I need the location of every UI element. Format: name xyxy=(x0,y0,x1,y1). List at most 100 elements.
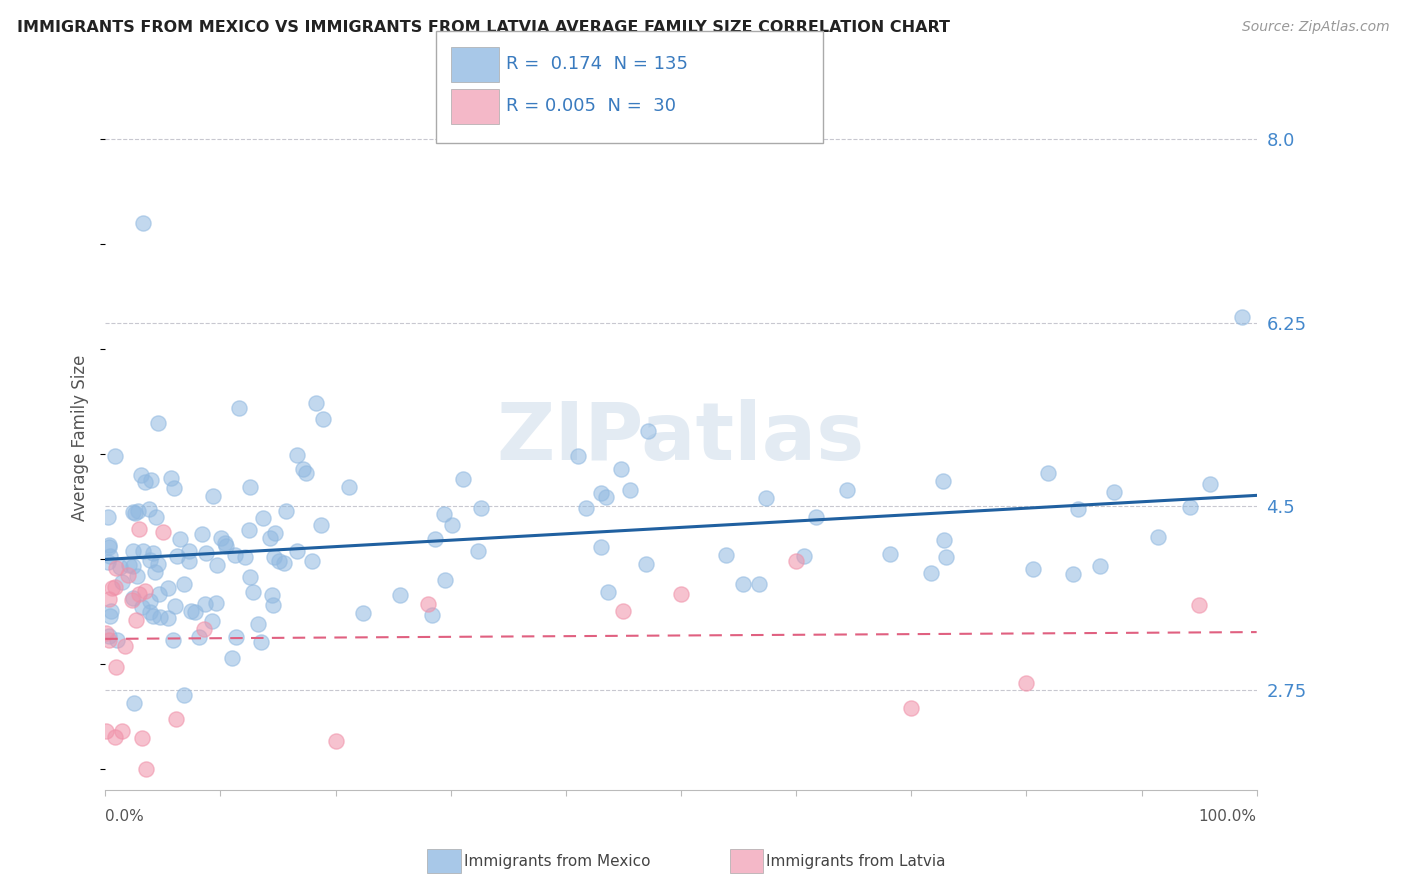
Point xyxy=(1102,484,1125,499)
Point xyxy=(837,483,859,498)
Point xyxy=(124,696,146,710)
Point xyxy=(97,538,120,552)
Point xyxy=(149,610,172,624)
Point xyxy=(128,587,150,601)
Point xyxy=(470,500,492,515)
Point xyxy=(935,549,957,564)
Point xyxy=(932,475,955,489)
Point xyxy=(785,554,807,568)
Point xyxy=(589,485,612,500)
Point xyxy=(122,505,145,519)
Point xyxy=(97,555,120,569)
Point xyxy=(111,575,134,590)
Point xyxy=(291,461,314,475)
Point xyxy=(636,558,658,572)
Point xyxy=(263,550,285,565)
Point xyxy=(143,566,166,580)
Point xyxy=(793,549,815,563)
Point xyxy=(1230,310,1253,325)
Text: Immigrants from Mexico: Immigrants from Mexico xyxy=(464,855,651,869)
Point xyxy=(209,531,232,545)
Point xyxy=(124,613,146,627)
Point xyxy=(124,507,146,521)
Point xyxy=(575,500,598,515)
Point xyxy=(224,548,246,562)
Point xyxy=(191,527,214,541)
Point xyxy=(148,587,170,601)
Point xyxy=(233,550,256,565)
Point xyxy=(441,518,464,533)
Point xyxy=(139,553,162,567)
Point xyxy=(166,549,188,564)
Point xyxy=(122,558,145,573)
Point xyxy=(879,547,901,561)
Point xyxy=(239,480,262,494)
Point xyxy=(160,470,183,484)
Point xyxy=(98,591,121,606)
Point xyxy=(934,533,956,548)
Point xyxy=(97,633,120,648)
Point xyxy=(221,651,243,665)
Point xyxy=(128,522,150,536)
Point xyxy=(285,449,308,463)
Point xyxy=(139,594,162,608)
Point xyxy=(104,660,127,674)
Point xyxy=(162,632,184,647)
Point xyxy=(1062,567,1084,582)
Point xyxy=(1036,466,1059,480)
Point xyxy=(301,554,323,568)
Point xyxy=(122,543,145,558)
Text: IMMIGRANTS FROM MEXICO VS IMMIGRANTS FROM LATVIA AVERAGE FAMILY SIZE CORRELATION: IMMIGRANTS FROM MEXICO VS IMMIGRANTS FRO… xyxy=(17,20,950,35)
Point xyxy=(252,511,274,525)
Text: 0.0%: 0.0% xyxy=(105,809,143,824)
Point xyxy=(352,606,374,620)
Point xyxy=(117,558,139,572)
Text: Immigrants from Latvia: Immigrants from Latvia xyxy=(766,855,946,869)
Point xyxy=(246,616,269,631)
Point xyxy=(262,599,284,613)
Point xyxy=(135,762,157,776)
Point xyxy=(121,592,143,607)
Point xyxy=(131,468,153,483)
Point xyxy=(610,462,633,476)
Point xyxy=(97,541,120,555)
Point xyxy=(748,577,770,591)
Point xyxy=(416,598,439,612)
Point xyxy=(1088,559,1111,574)
Point xyxy=(94,723,117,738)
Point xyxy=(598,585,620,599)
Point xyxy=(567,449,589,463)
Point xyxy=(731,577,754,591)
Point xyxy=(104,449,127,463)
Point xyxy=(1188,598,1211,612)
Point xyxy=(114,640,136,654)
Point xyxy=(249,635,271,649)
Point xyxy=(104,730,127,744)
Point xyxy=(225,630,247,644)
Point xyxy=(305,396,328,410)
Point xyxy=(433,573,456,587)
Point xyxy=(100,604,122,618)
Point xyxy=(1147,531,1170,545)
Point xyxy=(194,597,217,611)
Point xyxy=(125,569,148,583)
Point xyxy=(337,480,360,494)
Point xyxy=(104,580,127,594)
Point xyxy=(111,723,134,738)
Point xyxy=(139,605,162,619)
Y-axis label: Average Family Size: Average Family Size xyxy=(72,355,89,522)
Point xyxy=(1067,502,1090,516)
Point xyxy=(177,554,200,568)
Point xyxy=(900,701,922,715)
Point xyxy=(117,568,139,582)
Point xyxy=(423,532,446,546)
Text: 100.0%: 100.0% xyxy=(1199,809,1257,824)
Point xyxy=(188,630,211,644)
Point xyxy=(145,510,167,524)
Point xyxy=(420,607,443,622)
Point xyxy=(157,611,180,625)
Point xyxy=(1015,676,1038,690)
Point xyxy=(804,510,827,524)
Text: Source: ZipAtlas.com: Source: ZipAtlas.com xyxy=(1241,20,1389,34)
Text: R = 0.005  N =  30: R = 0.005 N = 30 xyxy=(506,97,676,115)
